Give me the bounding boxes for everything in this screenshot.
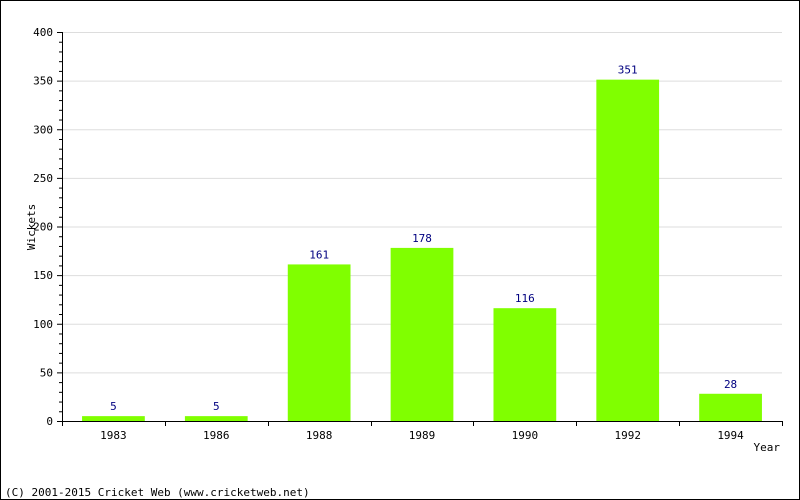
bar-value-label: 5 <box>110 400 117 413</box>
bars <box>82 79 762 421</box>
x-axis-title: Year <box>754 441 781 454</box>
labels: 0 50 100 150 200 250 300 350 400 5 1983 5 1986 161 198… <box>33 26 744 442</box>
x-tick-label: 1992 <box>614 429 641 442</box>
y-tick-label: 300 <box>33 123 53 136</box>
y-tick-label: 100 <box>33 318 53 331</box>
bar <box>596 79 660 421</box>
bar-value-label: 28 <box>724 378 737 391</box>
y-tick-label: 250 <box>33 172 53 185</box>
y-tick-label: 150 <box>33 269 53 282</box>
copyright-text: (C) 2001-2015 Cricket Web (www.cricketwe… <box>5 486 310 499</box>
x-tick-label: 1990 <box>512 429 539 442</box>
bar-value-label: 161 <box>309 248 329 261</box>
y-tick-label: 350 <box>33 75 53 88</box>
bar-value-label: 5 <box>213 400 220 413</box>
bar-value-label: 351 <box>618 64 638 77</box>
x-tick-label: 1988 <box>306 429 333 442</box>
bar <box>82 416 145 421</box>
x-tick-label: 1983 <box>100 429 127 442</box>
y-tick-label: 0 <box>46 415 53 428</box>
bar <box>493 308 557 421</box>
bar-value-label: 178 <box>412 232 432 245</box>
bar <box>287 264 351 421</box>
x-tick-label: 1994 <box>717 429 744 442</box>
x-tick-label: 1989 <box>409 429 436 442</box>
y-tick-label: 400 <box>33 26 53 39</box>
bar <box>699 393 762 421</box>
y-tick-label: 200 <box>33 221 53 234</box>
axes <box>57 32 783 426</box>
y-axis-title: Wickets <box>25 204 38 250</box>
bar <box>390 247 454 421</box>
bar-value-label: 116 <box>515 292 535 305</box>
x-tick-label: 1986 <box>203 429 230 442</box>
bar <box>184 416 248 421</box>
y-tick-label: 50 <box>40 366 53 379</box>
